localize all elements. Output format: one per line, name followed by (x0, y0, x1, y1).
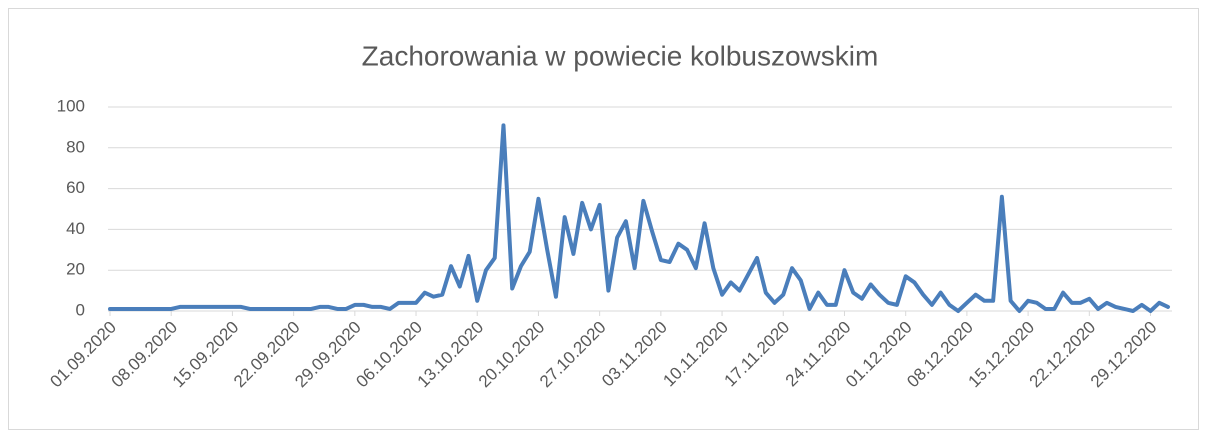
y-tick-label: 80 (66, 137, 85, 156)
y-tick-label: 40 (66, 219, 85, 238)
y-tick-label: 100 (57, 96, 85, 115)
y-tick-label: 20 (66, 260, 85, 279)
y-tick-label: 60 (66, 178, 85, 197)
line (108, 123, 1170, 313)
chart-title: Zachorowania w powiecie kolbuszowskim (362, 40, 879, 71)
y-tick-label: 0 (76, 300, 85, 319)
